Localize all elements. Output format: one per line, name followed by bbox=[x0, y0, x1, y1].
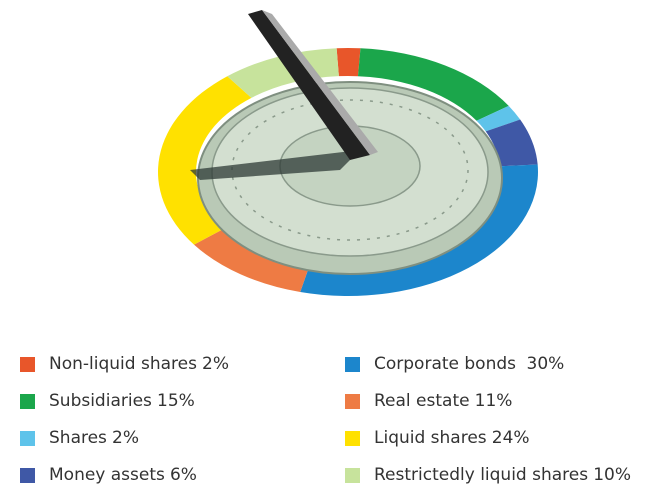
legend-item: Restrictedly liquid shares 10% bbox=[345, 465, 631, 485]
legend-value: 6% bbox=[169, 465, 197, 485]
slice bbox=[476, 105, 521, 132]
legend-value: 2% bbox=[202, 354, 230, 374]
legend-label: Subsidiaries bbox=[49, 391, 152, 411]
donut bbox=[157, 47, 539, 297]
legend-swatch bbox=[20, 467, 35, 483]
legend-swatch bbox=[345, 430, 360, 446]
sundial-face bbox=[190, 10, 503, 275]
legend: Non-liquid shares 2% Subsidiaries 15% Shares… bbox=[0, 346, 652, 490]
legend-swatch bbox=[20, 430, 35, 446]
slice bbox=[357, 48, 509, 121]
legend-value: 2% bbox=[112, 428, 139, 448]
legend-label: Money assets bbox=[49, 465, 165, 485]
chart bbox=[157, 10, 539, 297]
legend-label: Restrictedly liquid shares bbox=[374, 465, 589, 485]
legend-value: 30% bbox=[521, 354, 565, 374]
legend-label: Corporate bonds bbox=[374, 354, 517, 374]
legend-swatch bbox=[345, 356, 360, 372]
slice bbox=[227, 48, 339, 98]
legend-value: 15% bbox=[157, 391, 195, 411]
legend-swatch bbox=[20, 356, 35, 372]
legend-swatch bbox=[20, 393, 35, 409]
legend-value: 24% bbox=[491, 428, 530, 448]
legend-item: Shares 2% bbox=[20, 428, 139, 448]
legend-item: Real estate 11% bbox=[345, 391, 512, 411]
legend-item: Subsidiaries 15% bbox=[20, 391, 195, 411]
slice bbox=[485, 119, 538, 167]
legend-label: Non-liquid shares bbox=[49, 354, 197, 374]
slice bbox=[157, 76, 252, 245]
legend-item: Non-liquid shares 2% bbox=[20, 354, 229, 374]
legend-value: 10% bbox=[593, 465, 631, 485]
legend-value: 11% bbox=[474, 391, 513, 411]
legend-label: Liquid shares bbox=[374, 428, 487, 448]
legend-item: Corporate bonds 30% bbox=[345, 354, 564, 374]
slice bbox=[336, 47, 361, 77]
legend-swatch bbox=[345, 393, 360, 409]
legend-swatch bbox=[345, 467, 360, 483]
legend-item: Money assets 6% bbox=[20, 465, 197, 485]
legend-item: Liquid shares 24% bbox=[345, 428, 530, 448]
slice bbox=[193, 228, 310, 293]
legend-label: Shares bbox=[49, 428, 107, 448]
slice bbox=[300, 164, 539, 297]
legend-label: Real estate bbox=[374, 391, 470, 411]
